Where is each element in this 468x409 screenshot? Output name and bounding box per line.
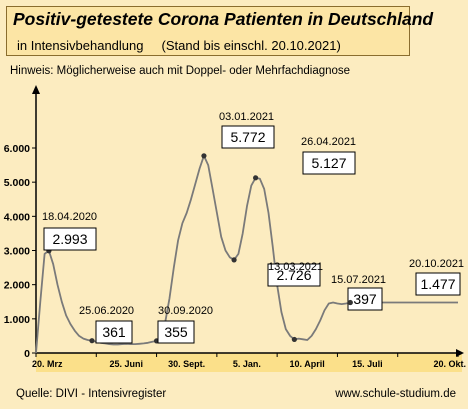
date-label: 25.06.2020 bbox=[79, 305, 134, 317]
x-tick-label: 10. April bbox=[290, 359, 325, 369]
date-label: 30.09.2020 bbox=[158, 305, 213, 317]
value-label: 397 bbox=[353, 291, 377, 307]
data-point-marker bbox=[231, 257, 237, 263]
value-label-box bbox=[157, 320, 195, 344]
y-tick-label: 1.000 bbox=[4, 314, 30, 326]
data-point-marker bbox=[89, 338, 95, 344]
y-tick-label: 0 bbox=[24, 348, 30, 360]
value-label: 1.477 bbox=[420, 276, 455, 292]
value-label: 2.726 bbox=[276, 267, 311, 283]
value-label-box bbox=[267, 263, 321, 287]
date-label: 18.04.2020 bbox=[42, 211, 97, 223]
value-label: 5.772 bbox=[230, 129, 265, 145]
y-tick-label: 3.000 bbox=[4, 246, 30, 258]
x-tick-label: 25. Juni bbox=[110, 359, 144, 369]
y-tick-label: 4.000 bbox=[4, 211, 30, 223]
value-label-box bbox=[95, 320, 133, 344]
x-tick-label: 30. Sept. bbox=[168, 359, 205, 369]
value-label: 355 bbox=[164, 324, 188, 340]
y-tick-label: 2.000 bbox=[4, 280, 30, 292]
chart-title: Positiv-getestete Corona Patienten in De… bbox=[13, 9, 434, 29]
value-label-box bbox=[221, 125, 275, 149]
website-text: www.schule-studium.de bbox=[335, 388, 456, 400]
data-point-marker bbox=[253, 175, 259, 181]
chart-subtitle: in Intensivbehandlung (Stand bis einschl… bbox=[17, 38, 341, 53]
data-point-marker bbox=[347, 299, 353, 306]
data-point-marker bbox=[291, 336, 297, 343]
title-box: Positiv-getestete Corona Patienten in De… bbox=[6, 6, 433, 56]
x-tick-label: 20. Mrz bbox=[32, 359, 63, 369]
x-tick-label: 5. Jan. bbox=[233, 359, 261, 369]
x-axis-band bbox=[36, 353, 462, 372]
value-label-box bbox=[347, 287, 383, 311]
date-label: 20.10.2021 bbox=[409, 258, 464, 270]
x-tick-label: 20. Okt. bbox=[433, 359, 466, 369]
value-label-box bbox=[302, 151, 356, 175]
x-tick-label: 15. Juli bbox=[352, 359, 383, 369]
date-label: 15.07.2021 bbox=[331, 274, 386, 286]
note-text: Hinweis: Möglicherweise auch mit Doppel-… bbox=[10, 65, 351, 77]
series-line bbox=[35, 154, 458, 354]
value-label-box bbox=[43, 227, 97, 251]
value-label: 2.993 bbox=[52, 231, 87, 247]
y-tick-label: 6.000 bbox=[4, 143, 30, 155]
date-label: 03.01.2021 bbox=[219, 111, 274, 123]
date-label: 13.03.2021 bbox=[268, 261, 323, 273]
value-label: 5.127 bbox=[311, 155, 346, 171]
value-label-box bbox=[415, 272, 461, 296]
y-axis-arrow bbox=[32, 85, 40, 94]
y-tick-label: 5.000 bbox=[4, 177, 30, 189]
date-label: 26.04.2021 bbox=[301, 136, 356, 148]
data-point-marker bbox=[201, 153, 207, 159]
value-label: 361 bbox=[102, 324, 126, 340]
source-text: Quelle: DIVI - Intensivregister bbox=[16, 388, 167, 400]
